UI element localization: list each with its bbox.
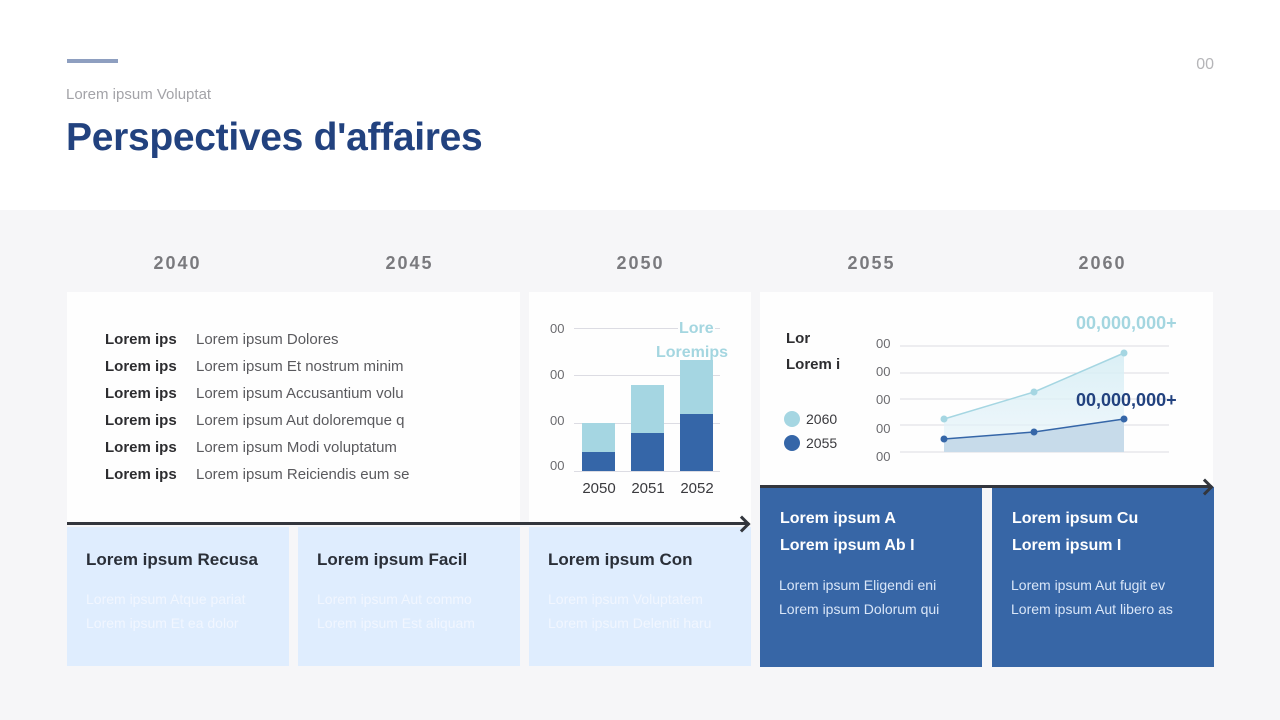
card-title: Lorem ipsum Recusa: [86, 550, 258, 569]
chart-legend: Lore: [678, 320, 715, 338]
legend-dot-icon: [784, 411, 800, 427]
bar-segment-dark: [631, 433, 664, 471]
bar-segment-light: [631, 385, 664, 433]
y-tick-label: 00: [550, 458, 565, 473]
y-tick-label: 00: [876, 336, 891, 351]
kv-value: Lorem ipsum Et nostrum minim: [196, 358, 404, 375]
gridline: [574, 328, 720, 329]
card-text: Lorem ipsum Atque pariat: [86, 591, 246, 607]
year-label: 2040: [153, 253, 202, 273]
bar-segment-dark: [680, 414, 713, 471]
accent-bar: [67, 59, 118, 63]
year-label: 2055: [847, 253, 896, 273]
y-tick-label: 00: [876, 392, 891, 407]
y-tick-label: 00: [550, 321, 565, 336]
key-value-card: [67, 292, 520, 524]
bar-segment-light: [582, 423, 615, 452]
kv-key: Lorem ips: [105, 358, 177, 375]
card-title: Lorem ipsum A: [780, 510, 896, 527]
legend-item-2060: 2060: [784, 411, 837, 427]
year-label: 2045: [385, 253, 434, 273]
kv-value: Lorem ipsum Accusantium volu: [196, 385, 404, 402]
chart-legend: Loremips: [656, 344, 729, 361]
kv-value: Lorem ipsum Dolores: [196, 331, 339, 348]
card-text: Lorem ipsum Voluptatem: [548, 591, 703, 607]
card-text: Lorem ipsum Est aliquam: [317, 615, 475, 631]
card-title: Lorem ipsum Con: [548, 550, 693, 569]
kv-key: Lorem ips: [105, 331, 177, 348]
kv-key: Lorem ips: [105, 439, 177, 456]
x-tick-label: 2050: [582, 480, 616, 497]
legend-dot-icon: [784, 435, 800, 451]
bar-segment-light: [680, 360, 713, 414]
year-label: 2060: [1078, 253, 1127, 273]
legend-label: 2060: [806, 411, 838, 427]
x-tick-label: 2051: [631, 480, 665, 497]
card-text: Lorem ipsum Aut libero as: [1011, 601, 1173, 617]
y-tick-label: 00: [876, 449, 891, 464]
y-tick-label: 00: [550, 413, 565, 428]
annotation-light: 00,000,000+: [1076, 313, 1177, 333]
chart-subtitle: Lorem i: [786, 356, 841, 373]
bar-segment-dark: [582, 452, 615, 471]
legend-item-2055: 2055: [784, 435, 837, 451]
card-text: Lorem ipsum Deleniti haru: [548, 615, 712, 631]
card-text: Lorem ipsum Aut fugit ev: [1011, 577, 1166, 593]
subtitle: Lorem ipsum Voluptat: [66, 86, 212, 103]
page-number: 00: [1196, 56, 1214, 73]
milestone-card-highlight: Lorem ipsum A Lorem ipsum Ab I Lorem ips…: [760, 487, 982, 667]
card-title: Lorem ipsum Ab I: [780, 537, 915, 554]
gridline: [574, 471, 720, 472]
card-title: Lorem ipsum Cu: [1012, 510, 1139, 527]
chart-title: Lor: [786, 330, 811, 347]
timeline-line: [67, 522, 747, 525]
x-tick-label: 2052: [680, 480, 714, 497]
legend-label: 2055: [806, 435, 838, 451]
area-chart: [900, 345, 1169, 453]
page-title: Perspectives d'affaires: [66, 116, 483, 159]
card-text: Lorem ipsum Aut commo: [317, 591, 472, 607]
milestone-card: Lorem ipsum Facil Lorem ipsum Aut commo …: [298, 527, 520, 666]
year-label: 2050: [616, 253, 665, 273]
card-title: Lorem ipsum I: [1012, 537, 1122, 554]
y-tick-label: 00: [876, 421, 891, 436]
card-text: Lorem ipsum Dolorum qui: [779, 601, 940, 617]
gridline: [574, 375, 720, 376]
timeline-line: [760, 485, 1210, 488]
kv-value: Lorem ipsum Reiciendis eum se: [196, 466, 410, 483]
y-tick-label: 00: [876, 364, 891, 379]
card-title: Lorem ipsum Facil: [317, 550, 468, 569]
kv-key: Lorem ips: [105, 412, 177, 429]
annotation-dark: 00,000,000+: [1076, 390, 1177, 410]
kv-key: Lorem ips: [105, 385, 177, 402]
line-chart-card: [760, 292, 1213, 487]
card-text: Lorem ipsum Et ea dolor: [86, 615, 239, 631]
y-tick-label: 00: [550, 367, 565, 382]
kv-key: Lorem ips: [105, 466, 177, 483]
kv-value: Lorem ipsum Modi voluptatum: [196, 439, 397, 456]
milestone-card: Lorem ipsum Con Lorem ipsum Voluptatem L…: [529, 527, 751, 666]
card-text: Lorem ipsum Eligendi eni: [779, 577, 937, 593]
milestone-card-highlight: Lorem ipsum Cu Lorem ipsum I Lorem ipsum…: [992, 487, 1214, 667]
milestone-card: Lorem ipsum Recusa Lorem ipsum Atque par…: [67, 527, 289, 666]
kv-value: Lorem ipsum Aut doloremque q: [196, 412, 405, 429]
